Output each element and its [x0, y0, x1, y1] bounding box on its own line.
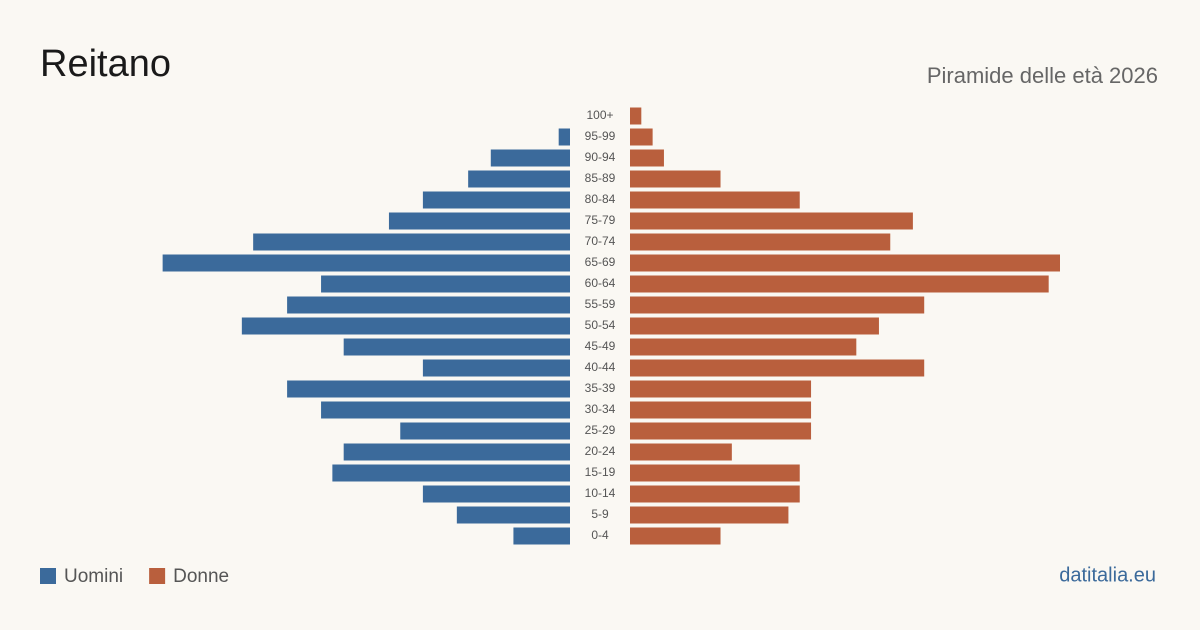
legend-label: Uomini	[64, 566, 123, 587]
male-bar	[513, 527, 570, 545]
male-bar	[490, 149, 570, 167]
male-bar	[558, 128, 570, 146]
age-label: 15-19	[585, 465, 616, 479]
female-bar	[630, 464, 800, 482]
male-bar	[321, 401, 570, 419]
female-bar	[630, 212, 913, 230]
male-bar	[422, 359, 570, 377]
male-bar	[162, 254, 570, 272]
source: datitalia.eu	[1059, 564, 1156, 586]
male-bar	[456, 506, 570, 524]
male-bar	[253, 233, 570, 251]
chart-title: Reitano	[40, 43, 171, 85]
male-bar	[332, 464, 570, 482]
age-label: 90-94	[585, 150, 616, 164]
female-bar	[630, 401, 812, 419]
female-bar	[630, 359, 925, 377]
male-bar	[422, 485, 570, 503]
legend-swatch	[40, 568, 56, 584]
female-bar	[630, 380, 812, 398]
female-bar	[630, 254, 1060, 272]
age-label: 85-89	[585, 171, 616, 185]
age-label: 5-9	[591, 507, 609, 521]
age-label: 25-29	[585, 423, 616, 437]
age-label: 95-99	[585, 129, 616, 143]
male-bar	[400, 422, 570, 440]
female-bar	[630, 485, 800, 503]
female-bar	[630, 233, 891, 251]
age-label: 55-59	[585, 297, 616, 311]
female-bar	[630, 275, 1049, 293]
age-label: 65-69	[585, 255, 616, 269]
age-label: 35-39	[585, 381, 616, 395]
female-bar	[630, 422, 812, 440]
legend-label: Donne	[173, 566, 229, 587]
age-label: 50-54	[585, 318, 616, 332]
male-bar	[468, 170, 570, 188]
male-bar	[343, 443, 570, 461]
chart-subtitle: Piramide delle età 2026	[927, 63, 1158, 88]
female-bar	[630, 527, 721, 545]
age-label: 70-74	[585, 234, 616, 248]
male-bar	[287, 296, 570, 314]
female-bar	[630, 170, 721, 188]
female-bar	[630, 506, 789, 524]
age-label: 0-4	[591, 528, 609, 542]
male-bar	[321, 275, 570, 293]
male-bar	[343, 338, 570, 356]
male-bar	[241, 317, 570, 335]
female-bar	[630, 149, 664, 167]
male-bar	[422, 191, 570, 209]
male-bar	[388, 212, 570, 230]
female-bar	[630, 443, 732, 461]
age-label: 45-49	[585, 339, 616, 353]
female-bar	[630, 191, 800, 209]
male-bar	[287, 380, 570, 398]
female-bar	[630, 128, 653, 146]
female-bar	[630, 317, 879, 335]
age-label: 75-79	[585, 213, 616, 227]
female-bar	[630, 296, 925, 314]
age-label: 30-34	[585, 402, 616, 416]
age-label: 10-14	[585, 486, 616, 500]
age-label: 60-64	[585, 276, 616, 290]
age-label: 40-44	[585, 360, 616, 374]
legend-swatch	[149, 568, 166, 584]
female-bar	[630, 107, 642, 125]
age-label: 20-24	[585, 444, 616, 458]
age-label: 80-84	[585, 192, 616, 206]
age-label: 100+	[586, 108, 613, 122]
female-bar	[630, 338, 857, 356]
